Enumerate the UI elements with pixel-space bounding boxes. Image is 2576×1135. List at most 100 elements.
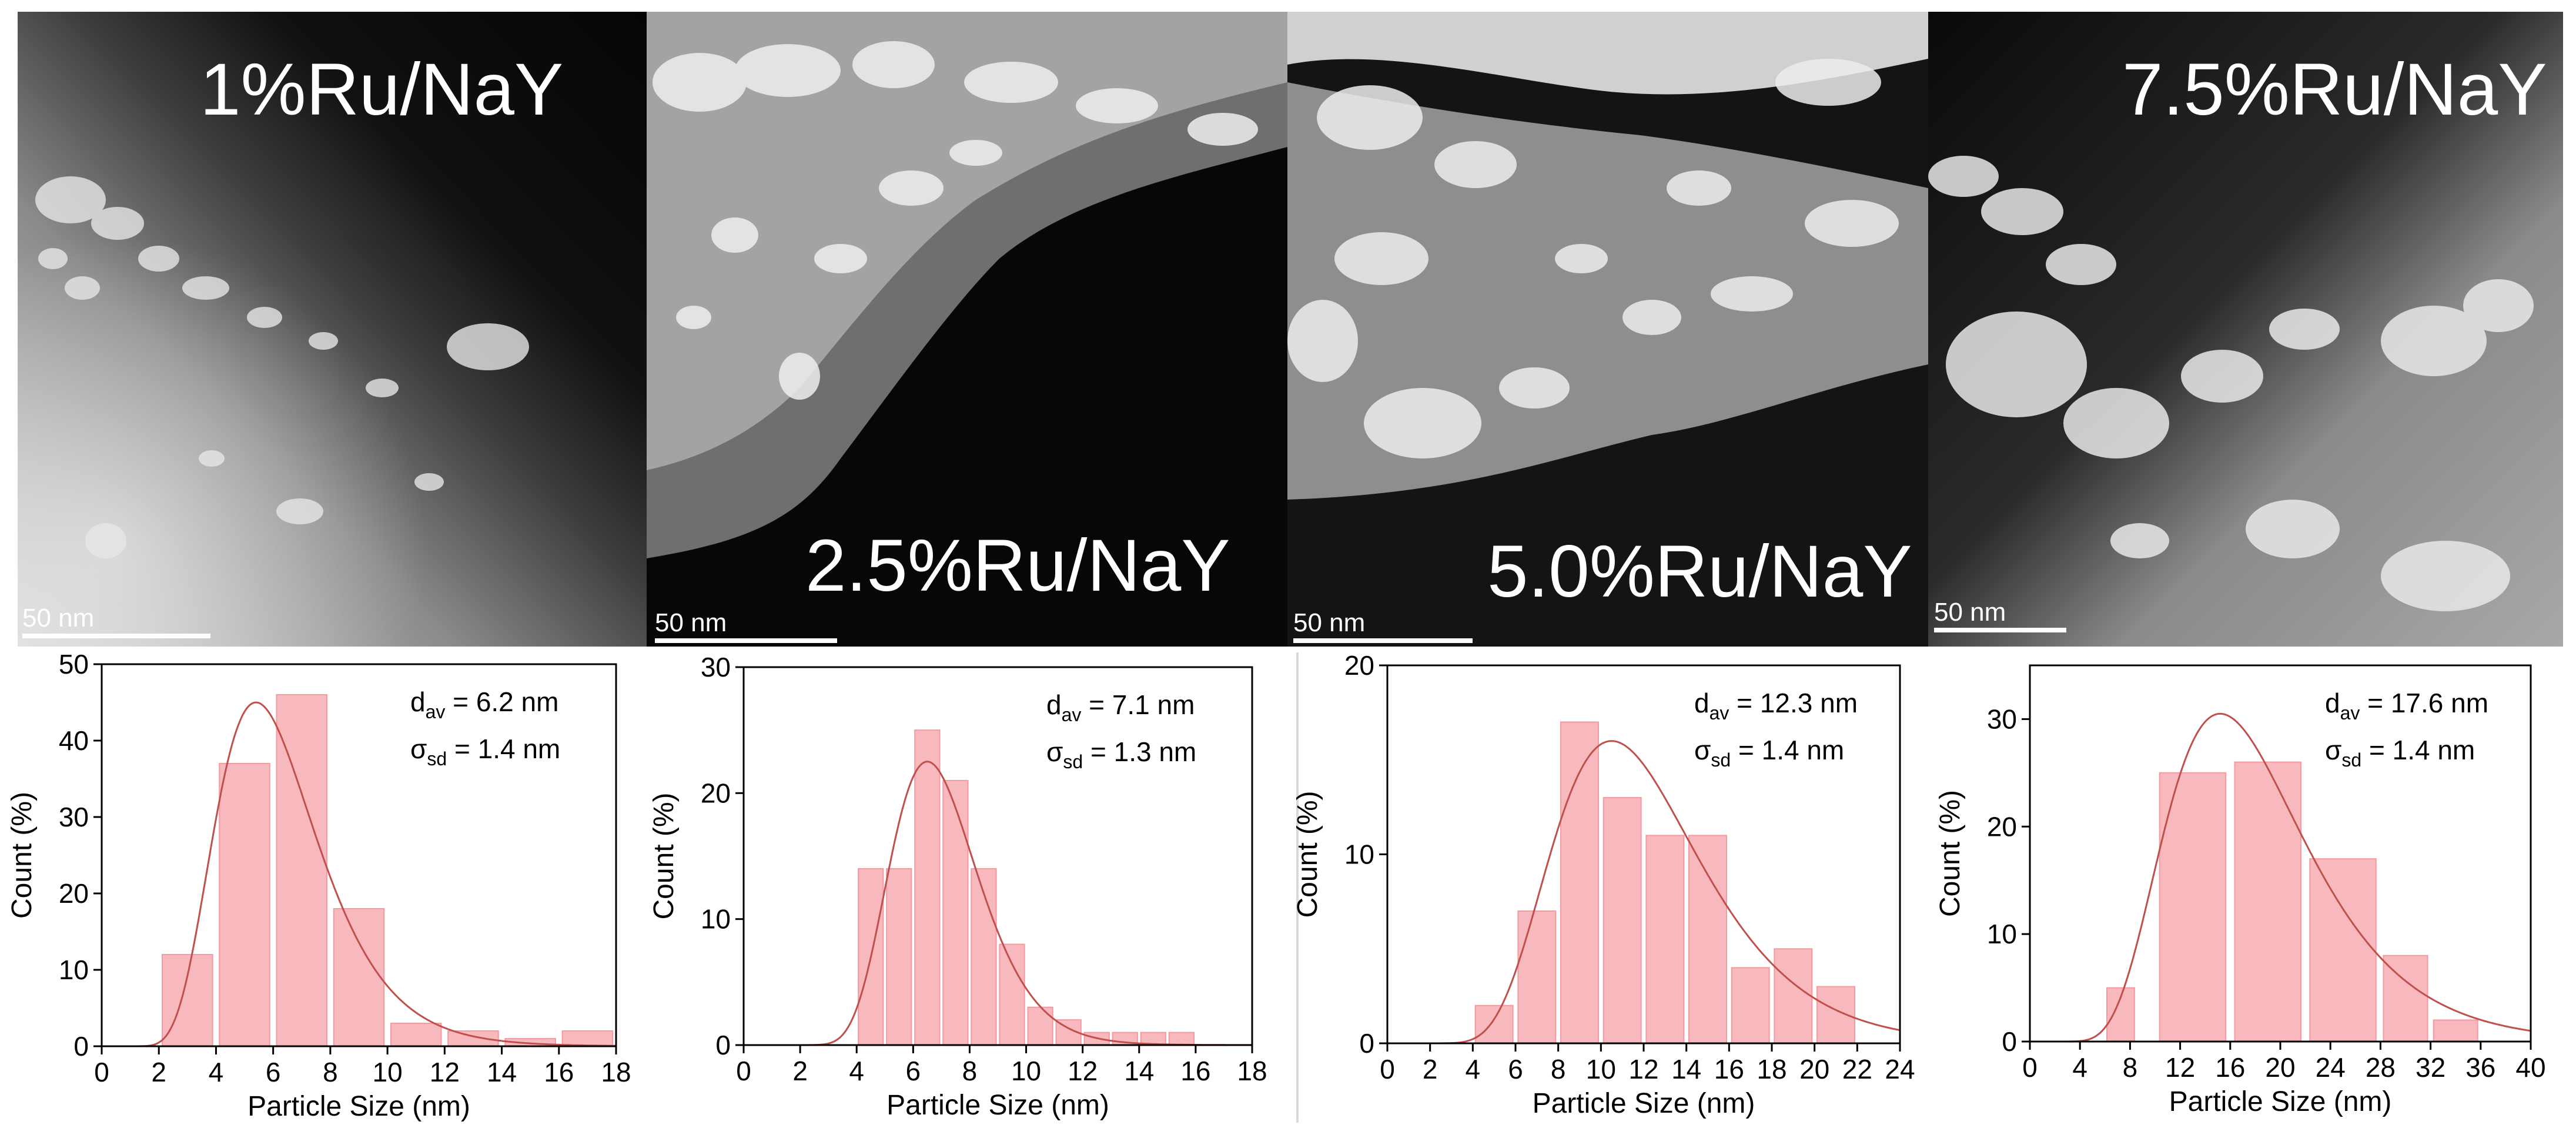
x-tick-label: 8 [2123,1052,2138,1083]
x-tick-label: 36 [2465,1052,2495,1083]
bar [333,908,385,1047]
x-tick-label: 12 [1068,1056,1098,1086]
x-tick-label: 2 [1423,1054,1438,1084]
scale-bar-3 [1293,638,1473,643]
scale-bar-4 [1934,628,2066,632]
bar [2159,772,2227,1042]
bar [219,763,270,1047]
y-axis-label: Count (%) [6,792,38,919]
bar [1168,1032,1195,1046]
bar [914,729,941,1046]
annotation-sd: σsd = 1.3 nm [1046,736,1196,772]
panel-label-1: 1%Ru/NaY [200,49,564,130]
x-tick-label: 18 [1237,1056,1267,1086]
y-tick-label: 20 [1344,652,1374,681]
y-tick-label: 10 [1987,919,2017,949]
x-tick-label: 8 [323,1057,338,1087]
annotation-sd: σsd = 1.4 nm [1694,735,1844,771]
histogram-1: 0 2 4 6 8 10 12 14 16 18 0 10 20 30 40 50 Particle Size … [6,652,631,1122]
x-tick-label: 4 [849,1056,864,1086]
micrograph-3-image [1287,12,1928,647]
x-tick-label: 24 [2316,1052,2346,1083]
x-tick-label: 12 [1628,1054,1658,1084]
x-tick-label: 16 [1180,1056,1210,1086]
micrograph-4-image [1928,12,2563,647]
x-tick-label: 4 [209,1057,224,1087]
y-axis-label: Count (%) [1292,791,1323,918]
micrograph-1: 1%Ru/NaY 50 nm [18,12,647,647]
micrograph-1-image [18,12,647,647]
fit-curve [744,761,1252,1046]
x-tick-label: 18 [601,1057,631,1087]
y-axis-label: Count (%) [1935,790,1966,917]
plot-frame [742,666,1253,1046]
y-tick-label: 30 [1987,704,2017,734]
x-tick-label: 6 [1508,1054,1523,1084]
x-axis-label: Particle Size (nm) [247,1091,470,1122]
fit-curve [2030,712,2531,1043]
x-tick-label: 4 [2072,1052,2087,1083]
scale-bar-text-1: 50 nm [22,604,95,632]
x-tick-label: 8 [962,1056,978,1086]
bar [2433,1019,2478,1043]
y-tick-label: 0 [1359,1028,1374,1059]
x-tick-label: 0 [736,1056,751,1086]
x-tick-label: 24 [1885,1054,1915,1084]
micrograph-4: 7.5%Ru/NaY 50 nm [1928,12,2563,647]
x-tick-label: 32 [2416,1052,2445,1083]
y-tick-label: 0 [2002,1026,2017,1057]
y-axis-label: Count (%) [648,792,680,919]
bar [1027,1006,1053,1046]
annotation-mean: dav = 6.2 nm [410,687,558,722]
x-tick-label: 10 [373,1057,403,1087]
y-tick-label: 20 [1987,811,2017,842]
bar [971,868,997,1046]
x-tick-label: 12 [2165,1052,2195,1083]
y-tick-label: 20 [59,878,89,909]
x-tick-label: 22 [1842,1054,1872,1084]
bar [162,954,213,1047]
x-tick-label: 2 [792,1056,808,1086]
bar [276,694,328,1047]
x-tick-label: 14 [1671,1054,1701,1084]
y-tick-label: 20 [701,778,731,808]
annotation-mean: dav = 17.6 nm [2325,688,2488,724]
x-tick-label: 6 [906,1056,921,1086]
scale-bar-text-3: 50 nm [1293,608,1366,637]
y-tick-label: 30 [701,652,731,682]
y-tick-label: 10 [701,904,731,935]
x-tick-label: 18 [1757,1054,1787,1084]
bar [1731,967,1770,1044]
bar [1645,835,1685,1044]
histogram-2: 0 2 4 6 8 10 12 14 16 18 0 10 20 30 Particle Size (nm)… [648,652,1267,1121]
bar [942,779,969,1046]
y-tick-label: 50 [59,652,89,679]
y-tick-label: 10 [59,955,89,985]
x-tick-label: 16 [2215,1052,2245,1083]
x-tick-label: 16 [1714,1054,1744,1084]
bar [2383,955,2428,1043]
plot-frame [101,663,617,1047]
x-tick-label: 2 [151,1057,166,1087]
annotation-sd: σsd = 1.4 nm [410,734,560,769]
annotation-sd: σsd = 1.4 nm [2325,735,2475,771]
histogram-4: 0 4 8 12 16 20 24 28 32 36 40 0 10 20 30 Particle Size … [1935,664,2546,1117]
scale-bar-text-2: 50 nm [655,608,727,637]
bar [1474,1005,1514,1044]
x-tick-label: 14 [1124,1056,1154,1086]
scale-bar-2 [655,638,837,643]
bar [390,1023,442,1047]
x-tick-label: 14 [487,1057,517,1087]
bar [2309,858,2377,1042]
bar [1560,721,1599,1044]
scale-bar-text-4: 50 nm [1934,598,2006,627]
bar [1774,948,1813,1044]
x-tick-label: 10 [1586,1054,1616,1084]
x-tick-label: 0 [2022,1052,2038,1083]
annotation-mean: dav = 12.3 nm [1694,688,1858,724]
x-tick-label: 12 [430,1057,460,1087]
bar [2234,761,2301,1042]
fit-curve [1387,740,1901,1044]
bar [886,868,912,1046]
